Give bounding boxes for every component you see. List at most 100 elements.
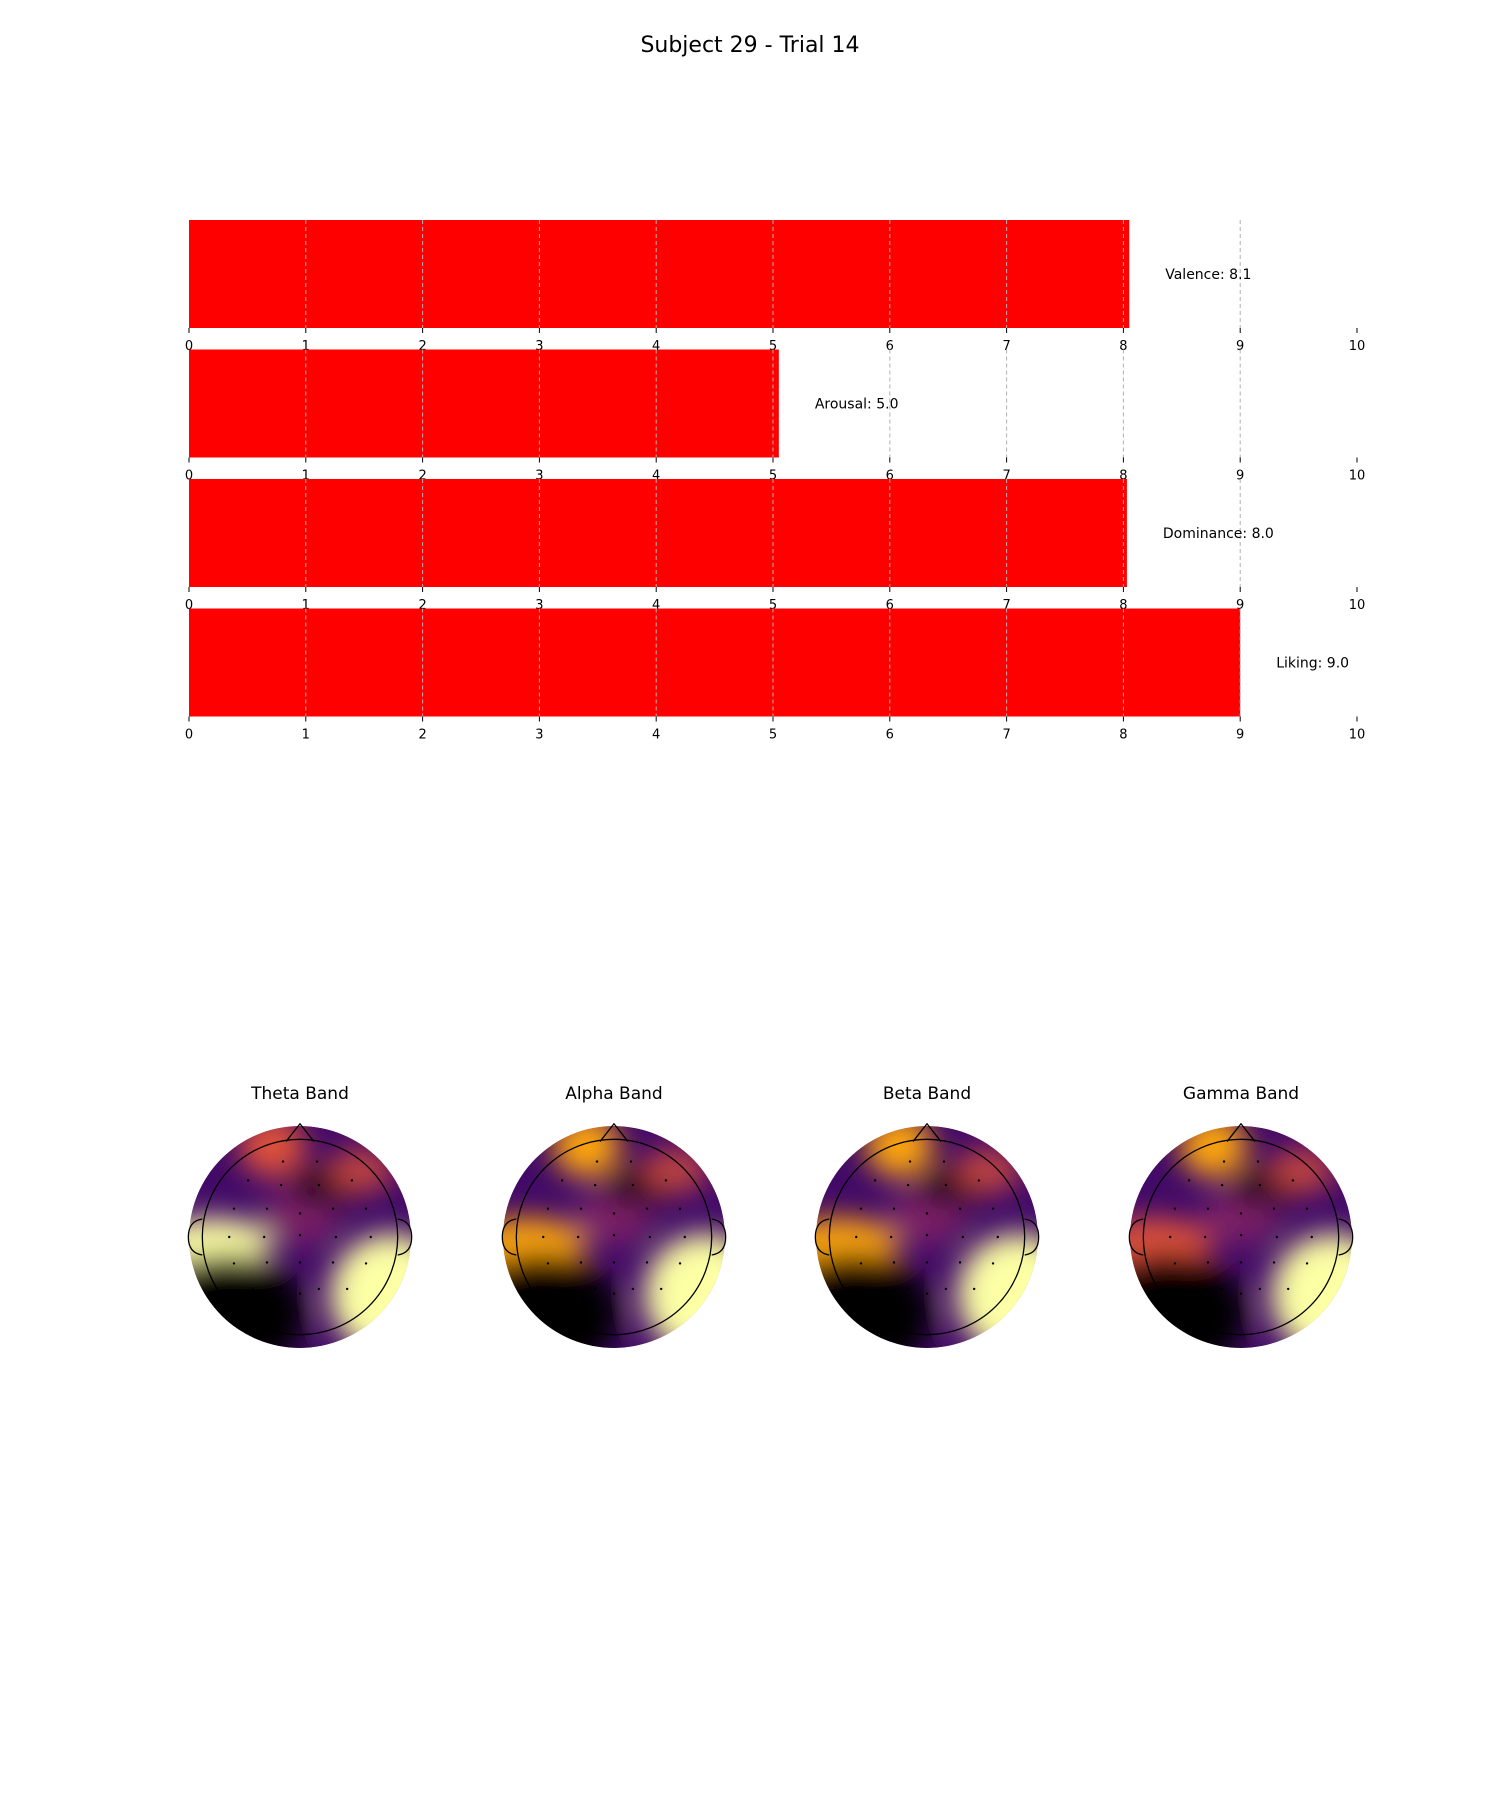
electrode-dot	[859, 1262, 863, 1265]
hotspot-left-occipital	[503, 1253, 620, 1348]
electrode-dot	[232, 1207, 236, 1210]
electrode-dot	[612, 1212, 616, 1215]
x-tick-label: 6	[886, 598, 894, 613]
topomap-theta-band: Theta Band	[187, 1084, 413, 1348]
nose-marker	[912, 1122, 942, 1142]
electrode-dot	[892, 1207, 896, 1210]
hotspot-left-occipital	[1130, 1253, 1247, 1348]
head-outline	[1142, 1138, 1340, 1336]
x-tick-label: 1	[302, 469, 310, 484]
x-tick-label: 8	[1119, 469, 1127, 484]
x-tick-label: 8	[1119, 598, 1127, 613]
bar-panel-arousal: Arousal: 5.0 0 1 2 3 4 5 6 7 8 9 10	[185, 349, 1365, 484]
x-tick-label: 3	[535, 598, 543, 613]
electrode-dot	[542, 1235, 545, 1239]
electrode-dot	[1272, 1261, 1276, 1264]
electrode-dot	[1187, 1179, 1191, 1182]
x-tick-label: 2	[418, 728, 426, 743]
electrode-dot	[683, 1235, 686, 1239]
electrode-dot	[593, 1183, 597, 1187]
topomap-beta-band: Beta Band	[814, 1084, 1040, 1348]
hotspot-left-occipital	[816, 1253, 933, 1348]
electrode-dot	[364, 1207, 368, 1210]
electrode-dot	[1258, 1287, 1262, 1291]
topomap-alpha-band: Alpha Band	[501, 1084, 727, 1348]
electrode-dot	[251, 1287, 255, 1291]
electrode-dot	[659, 1287, 663, 1291]
x-tick-label: 7	[1002, 598, 1010, 613]
electrode-dot	[281, 1160, 285, 1163]
electrode-dot	[364, 1262, 368, 1265]
electrode-dot	[298, 1292, 302, 1295]
electrode-dot	[232, 1262, 236, 1265]
electrode-dot	[369, 1235, 372, 1239]
hotspot-left-frontal-pole	[238, 1126, 306, 1178]
electrode-dot	[1310, 1235, 1313, 1239]
electrode-dot	[246, 1179, 250, 1182]
electrode-dot	[977, 1179, 981, 1182]
topomap-gamma-band: Gamma Band	[1128, 1084, 1354, 1348]
electrode-dot	[942, 1160, 946, 1163]
x-tick-label: 1	[302, 339, 310, 354]
topomap-field	[503, 1126, 725, 1348]
electrode-dot	[678, 1207, 682, 1210]
electrode-dot	[298, 1233, 302, 1237]
bar-value-label: Dominance: 8.0	[1163, 526, 1274, 542]
electrode-dot	[1286, 1287, 1290, 1291]
bar-panel-valence: Valence: 8.1 0 1 2 3 4 5 6 7 8 9 10	[185, 220, 1365, 354]
topomap-title: Beta Band	[883, 1084, 971, 1104]
electrode-dot	[1291, 1179, 1295, 1182]
nose-marker	[1226, 1122, 1256, 1142]
right-ear	[397, 1218, 413, 1256]
electrode-dot	[262, 1235, 266, 1239]
right-ear	[711, 1218, 727, 1256]
bar-value-label: Valence: 8.1	[1165, 267, 1251, 283]
nose-marker	[599, 1122, 629, 1142]
electrode-dot	[331, 1261, 335, 1264]
electrode-dot	[855, 1235, 858, 1239]
electrode-dot	[317, 1287, 321, 1291]
electrode-dot	[906, 1287, 910, 1291]
electrode-dot	[1239, 1261, 1243, 1264]
bar-liking	[189, 608, 1241, 717]
electrode-dot	[908, 1160, 912, 1163]
x-tick-label: 8	[1119, 339, 1127, 354]
bar-panel-liking: Liking: 9.0 0 1 2 3 4 5 6 7 8 9 10	[185, 608, 1365, 743]
electrode-dot	[612, 1292, 616, 1295]
hotspot-left-frontal-pole	[865, 1126, 933, 1178]
x-tick-label: 2	[418, 339, 426, 354]
hotspot-left-frontal-pole	[552, 1126, 620, 1178]
x-tick-label: 4	[652, 339, 660, 354]
electrode-dot	[1169, 1235, 1172, 1239]
x-tick-label: 9	[1236, 339, 1244, 354]
bar-panel-dominance: Dominance: 8.0 0 1 2 3 4 5 6 7 8 9 10	[185, 479, 1365, 613]
electrode-dot	[889, 1235, 893, 1239]
electrode-dot	[546, 1262, 550, 1265]
electrode-dot	[345, 1287, 349, 1291]
electrode-dot	[1272, 1207, 1276, 1210]
electrode-dot	[228, 1235, 231, 1239]
electrode-dot	[546, 1207, 550, 1210]
electrode-dot	[958, 1261, 962, 1264]
electrode-dot	[1192, 1287, 1196, 1291]
electrode-dot	[1258, 1183, 1262, 1187]
x-tick-label: 7	[1002, 339, 1010, 354]
electrode-dot	[958, 1207, 962, 1210]
x-tick-label: 5	[769, 728, 777, 743]
x-tick-label: 3	[535, 469, 543, 484]
x-tick-label: 2	[418, 469, 426, 484]
electrode-dot	[972, 1287, 976, 1291]
nose-marker	[285, 1122, 315, 1142]
electrode-dot	[350, 1179, 354, 1182]
hotspot-left-frontal-pole	[1179, 1126, 1247, 1178]
bar-value-label: Liking: 9.0	[1276, 656, 1349, 672]
electrode-dot	[595, 1160, 599, 1163]
electrode-dot	[560, 1179, 564, 1182]
x-tick-label: 2	[418, 598, 426, 613]
electrode-dot	[317, 1183, 321, 1187]
electrode-dot	[1173, 1207, 1177, 1210]
band-topomaps: Theta Band Alpha Band Beta Band Gamma Band	[187, 1084, 1354, 1348]
electrode-dot	[593, 1287, 597, 1291]
electrode-dot	[1239, 1212, 1243, 1215]
